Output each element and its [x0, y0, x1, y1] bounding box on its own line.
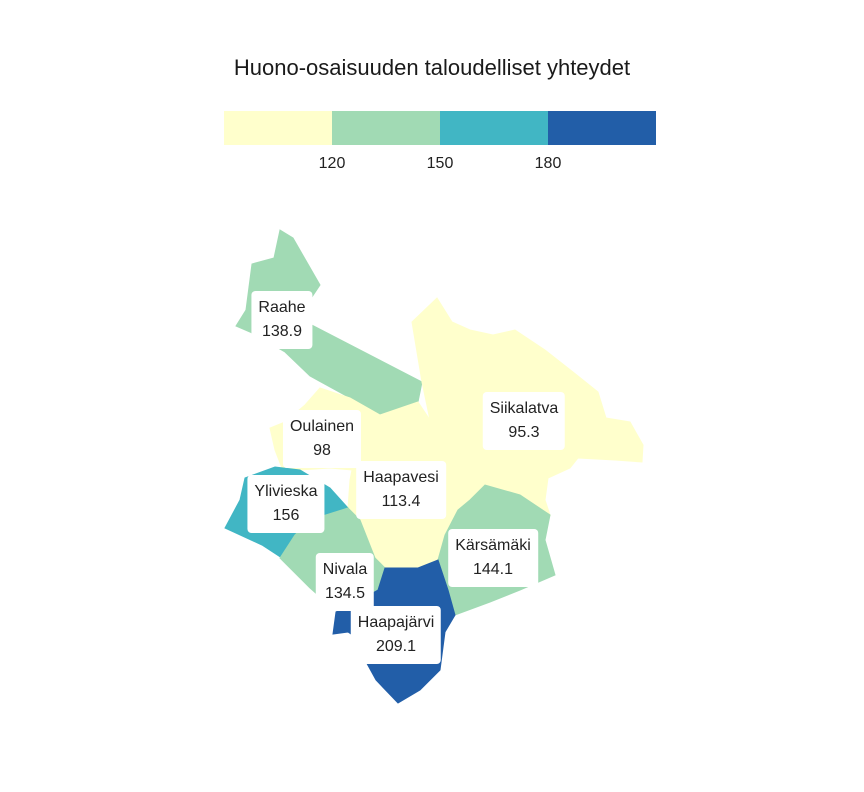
legend-bin-3: [440, 111, 548, 145]
legend-bin-1: [224, 111, 332, 145]
region-name: Raahe: [258, 299, 306, 316]
label-oulainen: Oulainen 98: [282, 410, 362, 468]
label-ylivieska: Ylivieska 156: [247, 475, 325, 533]
legend-tick-180: 180: [534, 155, 562, 172]
region-name: Ylivieska: [254, 483, 318, 500]
region-value: 138.9: [261, 323, 303, 340]
label-haapavesi: Haapavesi 113.4: [356, 461, 446, 519]
region-value: 95.3: [508, 424, 540, 441]
region-value: 144.1: [472, 561, 514, 578]
label-siikalatva: Siikalatva 95.3: [482, 392, 566, 450]
region-value: 209.1: [375, 638, 417, 655]
label-haapajarvi: Haapajärvi 209.1: [350, 606, 442, 664]
region-name: Siikalatva: [489, 400, 559, 417]
legend-bin-4: [548, 111, 656, 145]
region-value: 98: [313, 442, 331, 459]
region-value: 134.5: [324, 585, 366, 602]
legend-bin-2: [332, 111, 440, 145]
region-name: Kärsämäki: [455, 537, 531, 554]
map-title: Huono-osaisuuden taloudelliset yhteydet: [233, 55, 631, 80]
region-name: Nivala: [322, 561, 368, 578]
legend-tick-120: 120: [318, 155, 346, 172]
color-legend: [224, 111, 656, 145]
region-name: Haapavesi: [363, 469, 439, 486]
legend-tick-150: 150: [426, 155, 454, 172]
region-value: 113.4: [381, 493, 421, 510]
label-karsamaki: Kärsämäki 144.1: [448, 529, 538, 587]
region-name: Oulainen: [289, 418, 355, 435]
region-name: Haapajärvi: [357, 614, 435, 631]
label-raahe: Raahe 138.9: [251, 291, 313, 349]
label-nivala: Nivala 134.5: [315, 553, 375, 611]
region-value: 156: [272, 507, 300, 524]
